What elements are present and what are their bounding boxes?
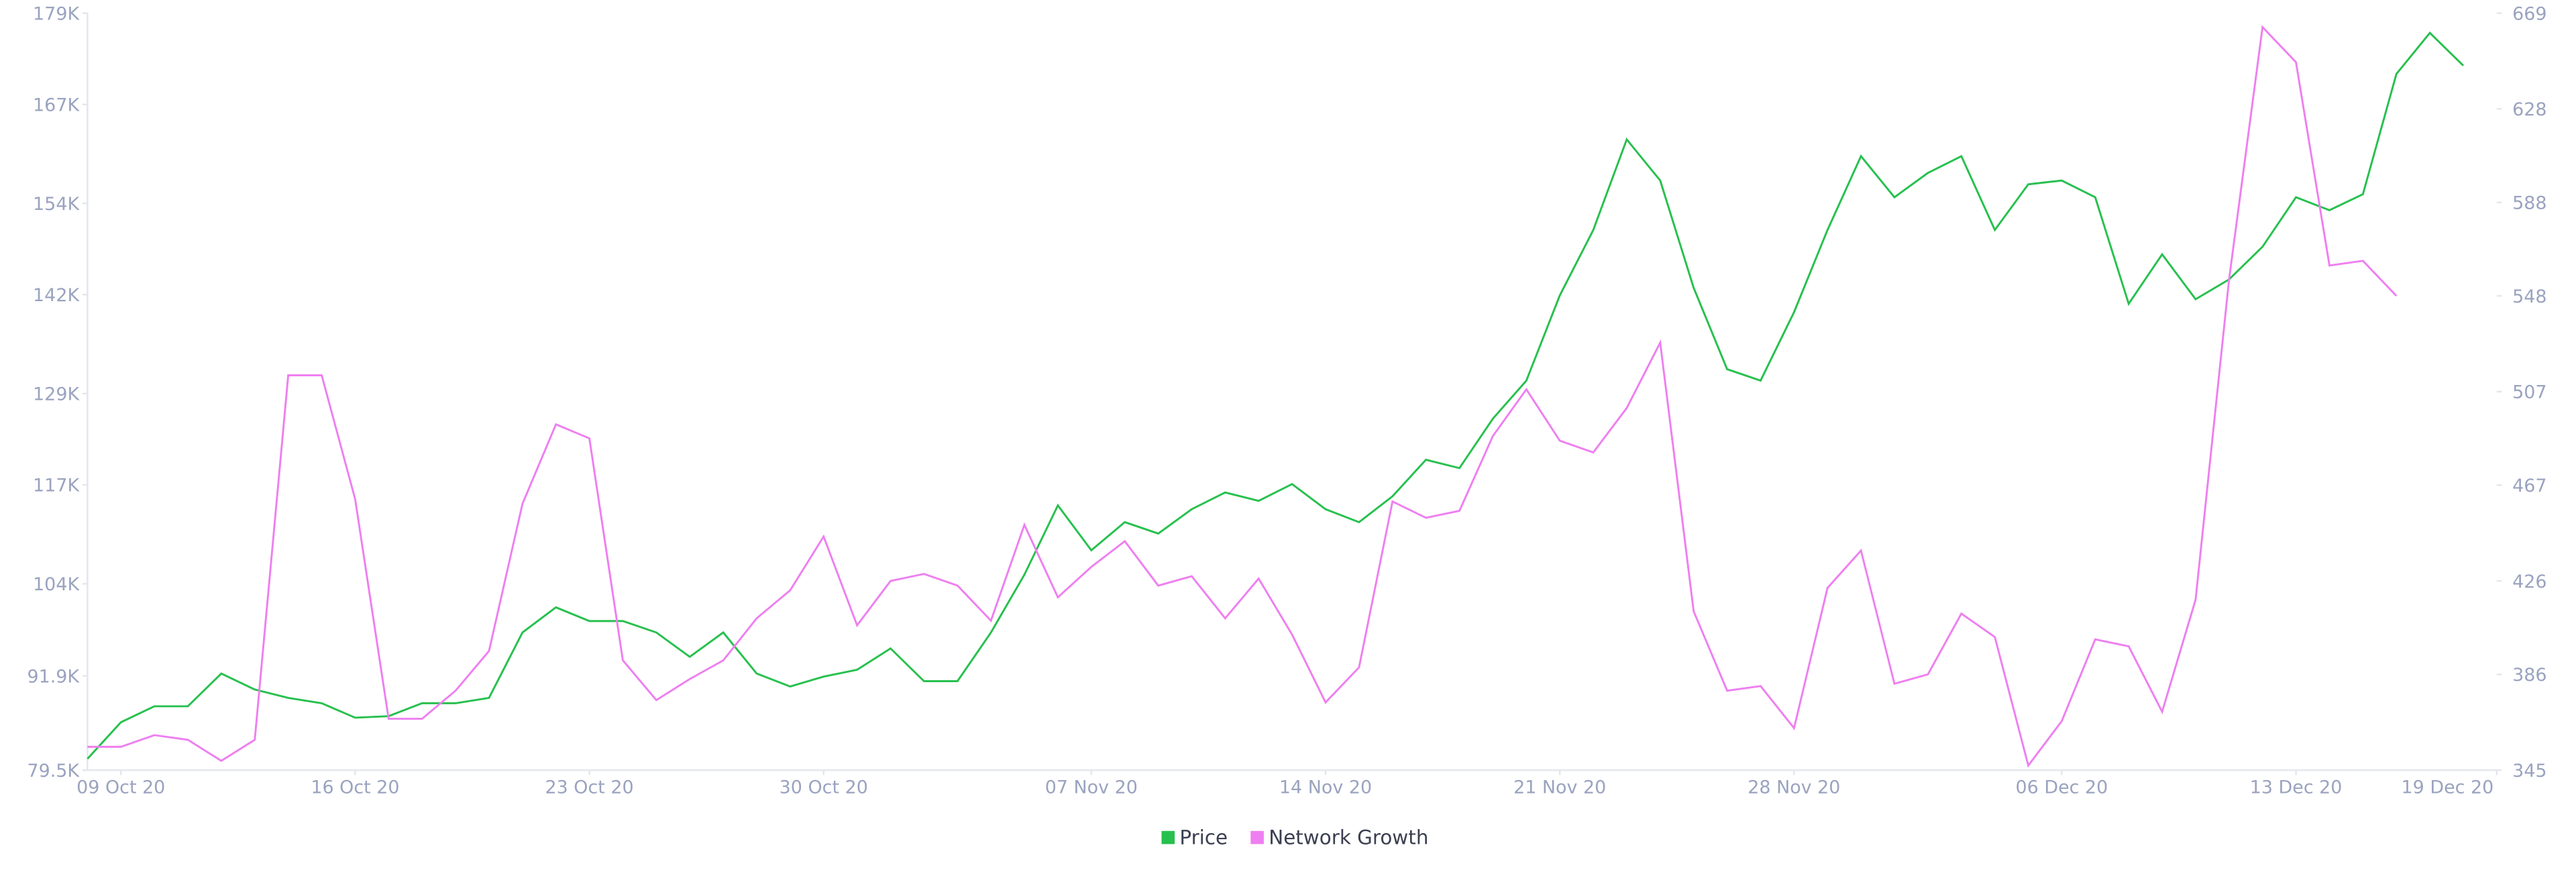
y2-tick-label: 588: [2512, 193, 2546, 214]
x-tick-label: 30 Oct 20: [780, 777, 868, 798]
x-tick-label: 19 Dec 20: [2402, 777, 2494, 798]
y2-tick-label: 669: [2512, 3, 2546, 24]
x-tick-label: 14 Nov 20: [1279, 777, 1372, 798]
y2-tick-label: 345: [2512, 761, 2546, 781]
x-tick-label: 23 Oct 20: [545, 777, 633, 798]
legend-swatch: [1161, 830, 1175, 844]
y2-tick-label: 467: [2512, 476, 2546, 496]
y-tick-label: 154K: [33, 194, 80, 215]
x-tick-label: 06 Dec 20: [2016, 777, 2108, 798]
legend-label: Network Growth: [1269, 826, 1428, 849]
y2-tick-label: 507: [2512, 382, 2546, 403]
x-tick-label: 21 Nov 20: [1513, 777, 1606, 798]
y-tick-label: 179K: [33, 3, 80, 24]
y2-tick-label: 426: [2512, 571, 2546, 592]
x-tick-label: 28 Nov 20: [1748, 777, 1840, 798]
y-tick-label: 142K: [33, 285, 80, 306]
y-tick-label: 91.9K: [28, 666, 80, 687]
y2-tick-label: 386: [2512, 665, 2546, 686]
x-tick-label: 13 Dec 20: [2250, 777, 2343, 798]
y-tick-label: 167K: [33, 95, 80, 115]
legend: Price Network Growth: [1161, 826, 1428, 849]
series-line: [87, 25, 2398, 768]
legend-swatch: [1250, 830, 1264, 844]
x-tick-label: 16 Oct 20: [311, 777, 399, 798]
y-tick-label: 104K: [33, 574, 80, 595]
y-tick-label: 129K: [33, 384, 80, 405]
series-line: [87, 31, 2465, 760]
y2-tick-label: 548: [2512, 286, 2546, 307]
y-tick-label: 79.5K: [28, 761, 80, 781]
x-tick-label: 07 Nov 20: [1045, 777, 1138, 798]
legend-label: Price: [1179, 826, 1228, 849]
x-tick-label: 09 Oct 20: [76, 777, 165, 798]
y2-tick-label: 628: [2512, 99, 2546, 120]
y-tick-label: 117K: [33, 476, 80, 496]
